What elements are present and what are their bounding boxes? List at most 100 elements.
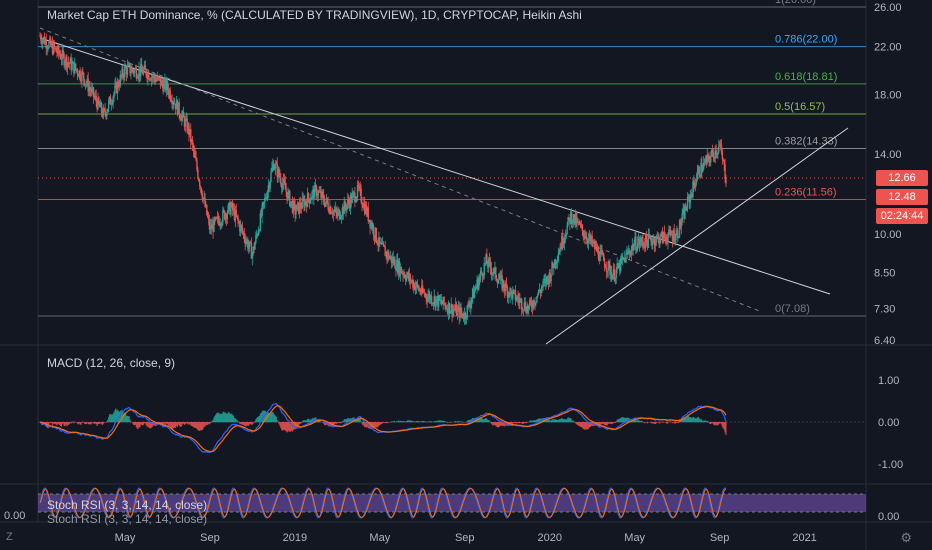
macd-histogram-bar xyxy=(87,422,89,425)
macd-histogram-bar xyxy=(346,418,348,423)
macd-histogram-bar xyxy=(463,422,465,423)
macd-histogram-bar xyxy=(419,421,421,423)
candle-body xyxy=(576,219,578,225)
candle-body xyxy=(366,207,369,215)
macd-histogram-bar xyxy=(520,422,522,423)
macd-histogram-bar xyxy=(290,422,293,431)
macd-histogram-bar xyxy=(694,418,696,423)
candle-body xyxy=(280,178,282,185)
candle-body xyxy=(47,48,49,49)
candle-body xyxy=(116,82,118,94)
candle-body xyxy=(648,234,650,238)
candle-body xyxy=(344,201,346,207)
stoch-rsi-title-2: Stoch RSI (3, 3, 14, 14, close) xyxy=(47,512,208,526)
candle-body xyxy=(430,296,433,304)
macd-histogram-bar xyxy=(187,422,189,424)
candle-body xyxy=(461,312,463,314)
macd-histogram-bar xyxy=(548,419,550,423)
candle-body xyxy=(446,308,448,310)
macd-histogram-bar xyxy=(546,418,549,423)
candle-body xyxy=(481,273,484,277)
macd-histogram-bar xyxy=(170,422,172,429)
candle-body xyxy=(91,87,94,89)
candle-body xyxy=(453,309,455,311)
macd-histogram-bar xyxy=(237,421,239,423)
candle-body xyxy=(359,186,361,189)
candle-body xyxy=(198,178,200,181)
macd-histogram-bar xyxy=(695,418,697,423)
candle-body xyxy=(211,224,213,230)
candle-body xyxy=(272,164,274,168)
candle-body xyxy=(55,47,57,52)
candle-body xyxy=(128,64,130,66)
macd-histogram-bar xyxy=(286,422,288,433)
macd-histogram-bar xyxy=(480,417,483,423)
candle-body xyxy=(305,200,307,203)
macd-histogram-bar xyxy=(498,422,500,427)
candle-body xyxy=(66,56,68,68)
macd-histogram-bar xyxy=(110,414,112,423)
macd-histogram-bar xyxy=(507,422,509,426)
macd-histogram-bar xyxy=(267,412,269,423)
macd-histogram-bar xyxy=(461,421,463,423)
macd-histogram-bar xyxy=(79,422,81,425)
candle-body xyxy=(694,184,696,188)
macd-histogram-bar xyxy=(80,422,82,426)
settings-gear-icon[interactable]: ⚙ xyxy=(900,530,912,545)
candle-body xyxy=(367,207,369,221)
macd-histogram-bar xyxy=(612,422,614,424)
macd-histogram-bar xyxy=(425,421,427,423)
candle-body xyxy=(505,283,508,288)
zoom-reset-button[interactable]: Z xyxy=(6,531,13,543)
candle-body xyxy=(44,40,47,45)
macd-histogram-bar xyxy=(683,417,685,423)
macd-histogram-bar xyxy=(724,422,726,433)
candle-body xyxy=(720,145,723,153)
macd-histogram-bar xyxy=(363,422,365,426)
candle-body xyxy=(400,266,402,273)
candle-body xyxy=(575,214,577,225)
candle-body xyxy=(717,151,719,153)
candle-body xyxy=(381,242,384,245)
candle-body xyxy=(138,68,140,77)
candle-body xyxy=(269,181,271,189)
candle-body xyxy=(139,68,141,76)
candle-body xyxy=(614,278,617,281)
candle-body xyxy=(180,118,182,121)
candle-body xyxy=(201,194,204,200)
macd-histogram-bar xyxy=(161,422,163,425)
macd-histogram-bar xyxy=(259,413,261,423)
candle-body xyxy=(167,89,170,95)
macd-histogram-bar xyxy=(689,417,691,423)
macd-histogram-bar xyxy=(184,422,186,424)
macd-histogram-bar xyxy=(311,418,313,423)
candle-body xyxy=(410,280,412,282)
candle-body xyxy=(482,275,485,277)
macd-histogram-bar xyxy=(67,422,70,425)
candle-body xyxy=(205,204,207,207)
macd-histogram-bar xyxy=(414,421,417,423)
macd-histogram-bar xyxy=(621,417,624,423)
candle-body xyxy=(630,249,633,256)
candle-body xyxy=(178,102,180,115)
macd-histogram-bar xyxy=(77,422,79,425)
macd-histogram-bar xyxy=(222,412,224,423)
candle-body xyxy=(189,129,191,135)
macd-histogram-bar xyxy=(369,422,371,430)
macd-histogram-bar xyxy=(578,422,580,427)
time-axis-tick: May xyxy=(369,532,390,544)
macd-histogram-bar xyxy=(385,422,387,423)
candle-body xyxy=(136,77,138,79)
candle-body xyxy=(145,69,147,76)
candle-body xyxy=(685,206,687,211)
macd-histogram-bar xyxy=(206,422,208,426)
macd-histogram-bar xyxy=(103,422,105,423)
macd-histogram-bar xyxy=(625,417,627,423)
macd-histogram-bar xyxy=(723,422,725,430)
candle-body xyxy=(512,289,515,291)
candle-body xyxy=(721,152,724,160)
macd-histogram-bar xyxy=(63,422,65,426)
macd-histogram-bar xyxy=(141,422,143,425)
macd-histogram-bar xyxy=(59,422,61,425)
